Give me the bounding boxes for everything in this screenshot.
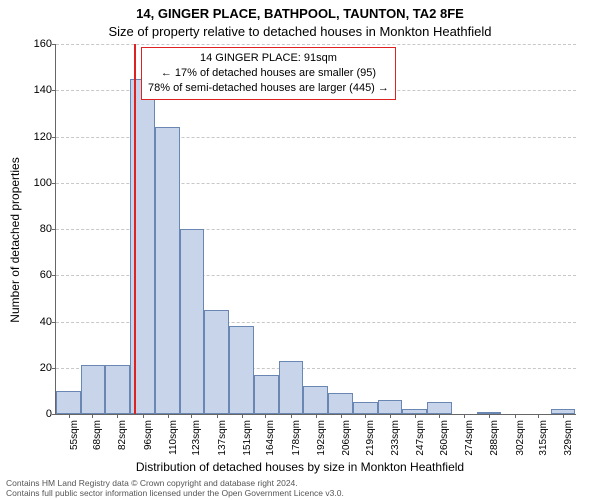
- y-tick-label: 20: [40, 362, 56, 374]
- histogram-bar: [229, 326, 254, 414]
- x-tick-label: 219sqm: [365, 418, 376, 456]
- x-tick-label: 151sqm: [242, 418, 253, 456]
- histogram-bar: [155, 127, 180, 414]
- x-tick-label: 329sqm: [563, 418, 574, 456]
- histogram-bar: [303, 386, 328, 414]
- y-axis-label: Number of detached properties: [8, 75, 22, 240]
- histogram-bar: [105, 365, 130, 414]
- info-line-3: 78% of semi-detached houses are larger (…: [148, 81, 389, 96]
- x-tick-label: 315sqm: [538, 418, 549, 456]
- x-tick-label: 192sqm: [316, 418, 327, 456]
- info-line-2: ← 17% of detached houses are smaller (95…: [148, 66, 389, 81]
- info-box: 14 GINGER PLACE: 91sqm ← 17% of detached…: [141, 47, 396, 100]
- footer: Contains HM Land Registry data © Crown c…: [6, 478, 594, 498]
- page-title: 14, GINGER PLACE, BATHPOOL, TAUNTON, TA2…: [0, 6, 600, 21]
- x-tick-label: 110sqm: [168, 418, 179, 455]
- y-tick-label: 40: [40, 316, 56, 328]
- y-tick-label: 120: [34, 131, 56, 143]
- histogram-bar: [427, 402, 452, 414]
- footer-line-2: Contains full public sector information …: [6, 488, 594, 498]
- histogram-bar: [378, 400, 403, 414]
- info-line-1: 14 GINGER PLACE: 91sqm: [148, 51, 389, 66]
- x-tick-label: 288sqm: [489, 418, 500, 456]
- x-tick-label: 178sqm: [291, 418, 302, 456]
- y-tick-label: 80: [40, 223, 56, 235]
- histogram-bar: [279, 361, 304, 414]
- histogram-bar: [56, 391, 81, 414]
- x-axis-label: Distribution of detached houses by size …: [0, 460, 600, 474]
- histogram-bar: [328, 393, 353, 414]
- x-tick-label: 82sqm: [117, 418, 128, 450]
- x-tick-label: 260sqm: [439, 418, 450, 456]
- histogram-bar: [254, 375, 279, 414]
- footer-line-1: Contains HM Land Registry data © Crown c…: [6, 478, 594, 488]
- page-subtitle: Size of property relative to detached ho…: [0, 24, 600, 39]
- histogram-bar: [204, 310, 229, 414]
- y-tick-label: 0: [46, 408, 56, 420]
- x-tick-label: 233sqm: [390, 418, 401, 456]
- y-tick-label: 160: [34, 38, 56, 50]
- x-tick-label: 137sqm: [217, 418, 228, 456]
- x-tick-label: 96sqm: [143, 418, 154, 450]
- histogram-bar: [81, 365, 106, 414]
- x-tick-label: 55sqm: [69, 418, 80, 450]
- x-tick-label: 123sqm: [191, 418, 202, 456]
- histogram-bar: [353, 402, 378, 414]
- y-tick-label: 140: [34, 84, 56, 96]
- y-tick-label: 100: [34, 177, 56, 189]
- x-tick-label: 68sqm: [92, 418, 103, 450]
- histogram-bar: [180, 229, 205, 414]
- y-tick-label: 60: [40, 269, 56, 281]
- x-tick-label: 274sqm: [464, 418, 475, 456]
- marker-line: [134, 44, 136, 414]
- x-tick-label: 247sqm: [415, 418, 426, 456]
- x-tick-label: 206sqm: [341, 418, 352, 456]
- x-tick-label: 302sqm: [515, 418, 526, 456]
- x-tick-label: 164sqm: [265, 418, 276, 456]
- histogram-plot: 02040608010012014016055sqm68sqm82sqm96sq…: [55, 44, 576, 415]
